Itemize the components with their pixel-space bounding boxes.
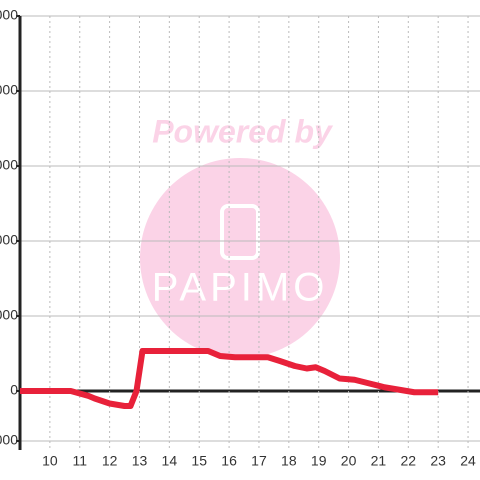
watermark: Powered by PAPIMO (140, 113, 340, 358)
watermark-text: Powered by (152, 113, 334, 149)
y-tick-label: 0 (10, 382, 18, 398)
x-tick-label: 10 (42, 453, 58, 469)
logo-icon (220, 204, 260, 260)
y-tick-label: 120,000 (0, 82, 18, 98)
x-tick-label: 18 (281, 453, 297, 469)
x-tick-label: 20 (341, 453, 357, 469)
y-tick-label: -20,000 (0, 432, 18, 448)
x-tick-label: 11 (72, 453, 87, 469)
x-tick-label: 12 (102, 453, 118, 469)
logo-text: PAPIMO (152, 266, 329, 310)
y-tick-label: 90,000 (0, 157, 18, 173)
x-tick-label: 13 (132, 453, 148, 469)
x-tick-label: 24 (460, 453, 476, 469)
x-tick-label: 19 (311, 453, 327, 469)
x-tick-label: 22 (401, 453, 417, 469)
x-tick-label: 15 (191, 453, 207, 469)
y-tick-label: 150,000 (0, 7, 18, 23)
x-tick-label: 17 (251, 453, 267, 469)
x-tick-label: 23 (430, 453, 446, 469)
data-line (20, 348, 439, 409)
x-tick-label: 16 (221, 453, 237, 469)
y-tick-label: 60,000 (0, 232, 18, 248)
x-tick-label: 21 (371, 453, 387, 469)
x-tick-label: 14 (162, 453, 178, 469)
y-tick-label: 30,000 (0, 307, 18, 323)
